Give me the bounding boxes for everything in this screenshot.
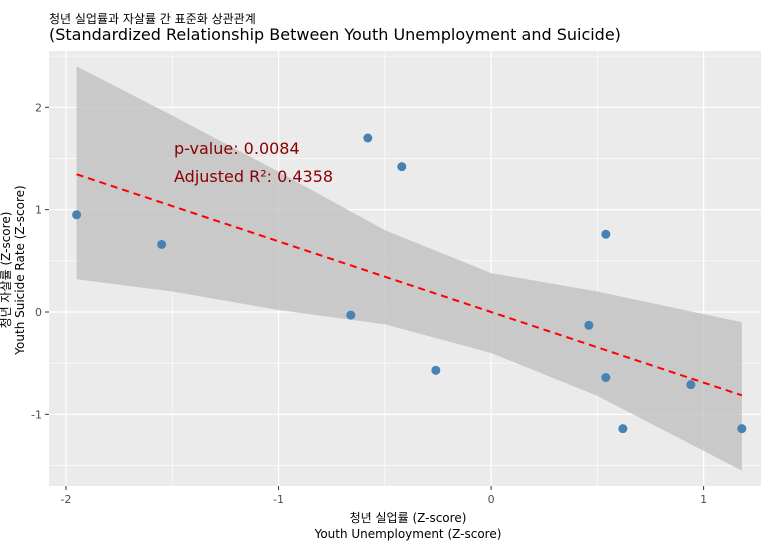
- data-point: [584, 320, 594, 330]
- x-tick-label: -1: [273, 493, 284, 506]
- y-axis-ticks: -1 0 1 2: [31, 101, 49, 421]
- chart-subtitle: (Standardized Relationship Between Youth…: [49, 25, 621, 44]
- data-point: [397, 162, 407, 172]
- regression-line: [76, 173, 743, 397]
- data-point: [601, 229, 611, 239]
- confidence-band: [76, 66, 742, 471]
- data-point: [431, 365, 441, 375]
- x-axis-label-en: Youth Unemployment (Z-score): [314, 527, 502, 541]
- x-axis-label-ko: 청년 실업률 (Z-score): [350, 511, 467, 525]
- y-tick-label: 1: [35, 204, 42, 217]
- x-tick-label: -2: [61, 493, 72, 506]
- x-tick-label: 1: [700, 493, 707, 506]
- data-point: [346, 310, 356, 320]
- y-tick-label: 0: [35, 306, 42, 319]
- y-tick-label: -1: [31, 408, 42, 421]
- data-point: [72, 210, 82, 220]
- x-tick-label: 0: [488, 493, 495, 506]
- y-axis-label-en: Youth Suicide Rate (Z-score): [13, 185, 27, 355]
- data-point: [618, 424, 628, 434]
- data-point: [363, 133, 373, 143]
- data-point: [737, 424, 747, 434]
- data-points: [72, 133, 747, 434]
- data-point: [601, 373, 611, 383]
- y-tick-label: 2: [35, 101, 42, 114]
- chart-title: 청년 실업률과 자살률 간 표준화 상관관계: [49, 12, 256, 26]
- x-axis-ticks: -2 -1 0 1: [61, 486, 707, 506]
- adjusted-r2-annotation: Adjusted R²: 0.4358: [174, 167, 333, 186]
- p-value-annotation: p-value: 0.0084: [174, 139, 300, 158]
- data-point: [686, 380, 696, 390]
- data-point: [157, 239, 167, 249]
- y-axis-label-ko: 청년 자살률 (Z-score): [0, 212, 13, 329]
